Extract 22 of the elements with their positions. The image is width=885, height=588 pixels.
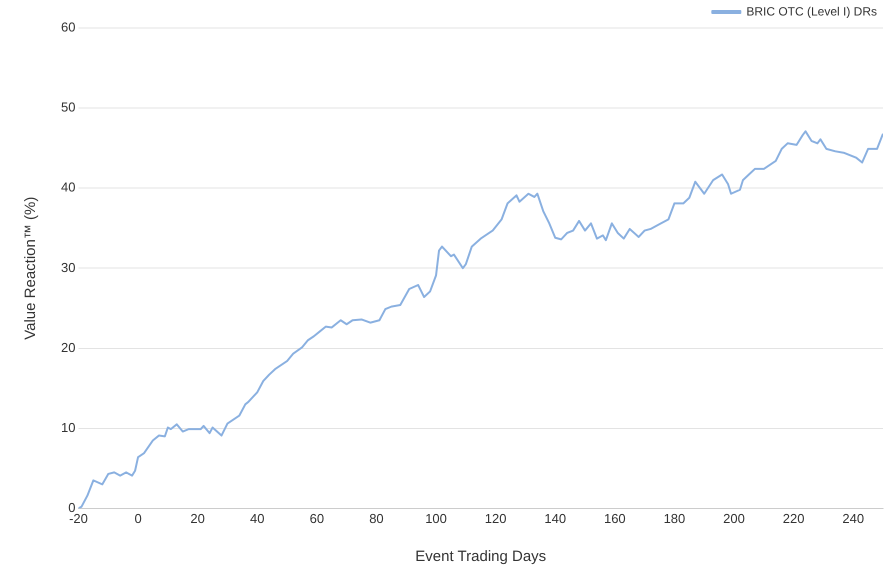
x-tick-label: 20: [190, 510, 205, 526]
x-tick-label: 100: [425, 510, 447, 526]
x-tick-label: 120: [484, 510, 506, 526]
x-axis-title: Event Trading Days: [415, 548, 546, 566]
y-tick-label: 20: [60, 340, 76, 355]
y-tick-label: 30: [60, 260, 76, 275]
x-tick-label: 0: [134, 510, 142, 526]
x-tick-label: 80: [369, 510, 384, 526]
x-tick-label: 160: [604, 510, 626, 526]
x-tick-label: 220: [782, 510, 804, 526]
legend-label: BRIC OTC (Level I) DRs: [746, 4, 878, 18]
x-tick-label: 40: [250, 510, 264, 526]
y-tick-label: 50: [60, 100, 76, 115]
y-tick-label: 40: [60, 180, 76, 195]
x-tick-label: 180: [664, 510, 686, 526]
y-tick-label: 60: [60, 20, 76, 35]
x-tick-label: 240: [842, 510, 864, 526]
y-tick-label: 10: [60, 420, 76, 435]
x-tick-label: 140: [544, 510, 566, 526]
x-tick-label: 60: [310, 510, 324, 526]
y-axis-title: Value Reaction™ (%): [22, 196, 40, 340]
x-tick-label: 200: [723, 510, 745, 526]
